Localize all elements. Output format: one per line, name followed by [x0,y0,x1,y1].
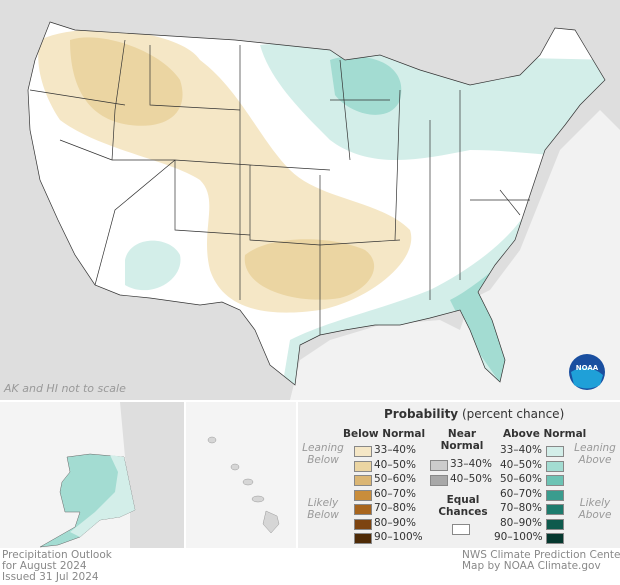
credits: NWS Climate Prediction Center Map by NOA… [462,550,620,572]
legend-subtitle: (percent chance) [461,407,565,421]
above-3-swatch [546,489,564,501]
equal-chances-swatch [452,524,470,535]
contiguous-us-map: NOAA AK and HI not to scale [0,0,620,400]
outlook-title: Precipitation Outlook [2,549,112,561]
leaning-below-label: Leaning Below [302,442,344,466]
outlook-period: for August 2024 [2,560,87,572]
near-0-swatch [430,460,448,471]
above-5-swatch [546,518,564,530]
above-6-swatch [546,533,564,544]
noaa-logo-text: NOAA [576,364,599,372]
near-0-label: 33–40% [450,458,492,470]
below-6-swatch [354,533,372,544]
above-3-label: 60–70% [500,487,542,500]
scale-note: AK and HI not to scale [3,382,126,395]
credit-cpc: NWS Climate Prediction Center [462,549,620,561]
below-0-swatch [354,446,372,457]
below-3-label: 60–70% [374,487,416,500]
above-0-label: 33–40% [500,444,542,456]
outlook-info: Precipitation Outlook for August 2024 Is… [2,550,112,583]
above-4-swatch [546,504,564,515]
alaska-inset [0,402,184,548]
near-normal-header: Near Normal [440,428,484,452]
below-normal-header: Below Normal [343,428,426,440]
above-6-label: 90–100% [494,531,543,543]
below-0-label: 33–40% [374,444,416,456]
below-1-label: 40–50% [374,458,416,471]
below-5-swatch [354,518,372,530]
likely-above-label: Likely Above [578,497,612,521]
above-2-label: 50–60% [500,473,542,485]
below-3-swatch [354,489,372,501]
state-borders [27,21,606,386]
below-2-swatch [354,475,372,486]
above-1-swatch [546,460,564,472]
above-4-label: 70–80% [500,502,542,514]
below-4-swatch [354,504,372,515]
credit-map: Map by NOAA Climate.gov [462,560,601,572]
below-1-swatch [354,460,372,472]
below-2-label: 50–60% [374,473,416,485]
legend-title: Probability [384,407,459,421]
near-1-swatch [430,474,448,486]
issued-date: Issued 31 Jul 2024 [2,571,99,583]
below-6-label: 90–100% [374,531,423,543]
near-1-label: 40–50% [450,472,492,485]
below-5-label: 80–90% [374,516,416,529]
above-0-swatch [546,446,564,457]
above-5-label: 80–90% [500,516,542,529]
above-2-swatch [546,475,564,486]
below-4-label: 70–80% [374,502,416,514]
equal-chances-label: Equal Chances [438,494,488,518]
likely-below-label: Likely Below [307,497,339,521]
above-1-label: 40–50% [500,458,542,471]
hawaii-inset [186,402,296,548]
above-normal-header: Above Normal [503,428,587,440]
legend: Probability (percent chance) Below Norma… [298,402,620,548]
leaning-above-label: Leaning Above [574,442,616,466]
